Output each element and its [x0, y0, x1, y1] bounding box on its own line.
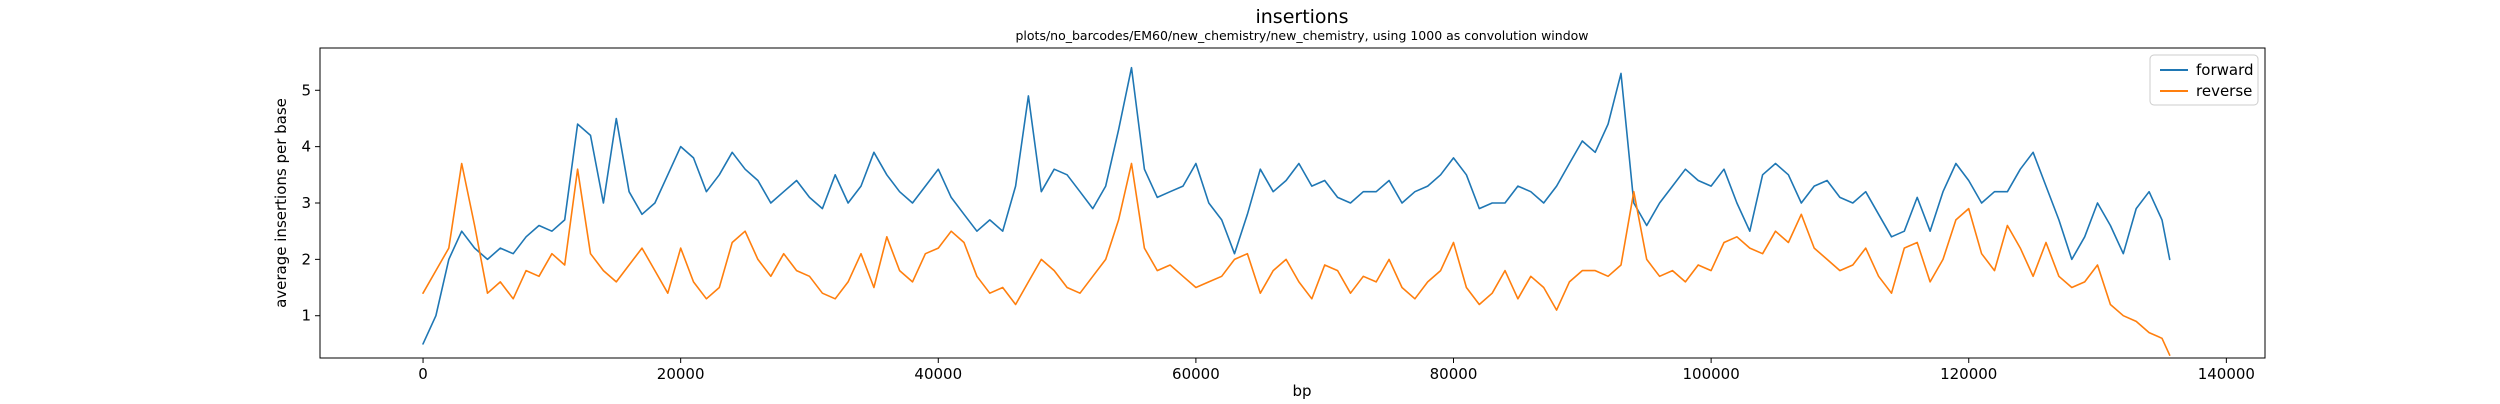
plot-frame	[319, 47, 2266, 359]
series-reverse	[422, 162, 2171, 357]
x-axis: 0 20000 40000 60000 80000 100000 120000 140000	[418, 358, 2255, 383]
x-tick-label: 100000	[1682, 365, 1739, 383]
x-tick-label: 120000	[1940, 365, 1997, 383]
y-tick-label: 5	[301, 81, 311, 99]
x-tick-label: 60000	[1172, 365, 1220, 383]
legend-label-forward: forward	[2196, 61, 2254, 79]
y-tick-label: 2	[301, 250, 311, 268]
x-tick-label: 0	[418, 365, 428, 383]
y-axis: 1 2 3 4 5	[301, 81, 320, 325]
legend-label-reverse: reverse	[2196, 82, 2252, 100]
y-tick-label: 3	[301, 194, 311, 212]
series-line-reverse	[422, 162, 2171, 357]
chart-legend: forward reverse	[2149, 54, 2259, 106]
series-forward	[422, 66, 2171, 345]
x-tick-label: 20000	[657, 365, 705, 383]
series-line-forward	[422, 66, 2171, 345]
legend-box	[2149, 54, 2259, 106]
series-layer	[422, 66, 2171, 357]
x-tick-label: 40000	[914, 365, 962, 383]
chart-title: insertions	[1255, 6, 1348, 28]
y-axis-label: average insertions per base	[272, 98, 290, 308]
x-tick-label: 140000	[2198, 365, 2255, 383]
y-tick-label: 1	[301, 307, 311, 325]
y-tick-label: 4	[301, 138, 311, 156]
x-tick-label: 80000	[1430, 365, 1478, 383]
chart-subtitle: plots/no_barcodes/EM60/new_chemistry/new…	[1015, 28, 1588, 43]
x-axis-label: bp	[1292, 382, 1311, 400]
